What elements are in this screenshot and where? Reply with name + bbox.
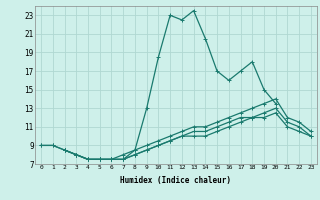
X-axis label: Humidex (Indice chaleur): Humidex (Indice chaleur) <box>121 176 231 185</box>
